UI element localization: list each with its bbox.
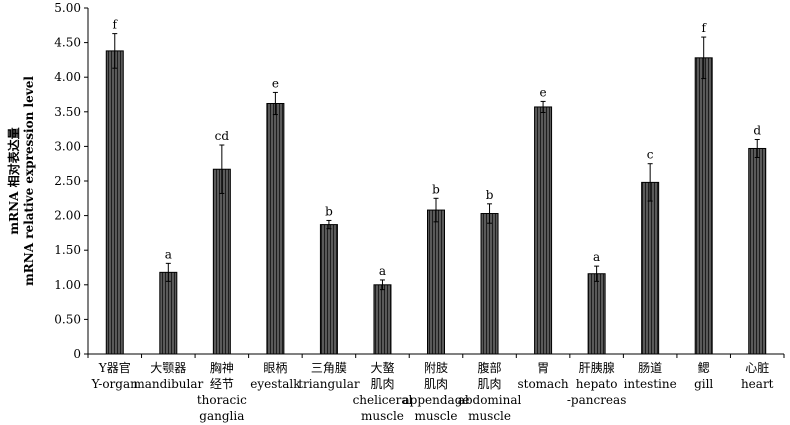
x-category-label: 大颚器 mandibular xyxy=(133,361,203,391)
significance-label: a xyxy=(379,264,386,278)
x-axis xyxy=(87,353,785,358)
x-category-label-line: 经节 xyxy=(210,377,234,391)
x-category-label: 肠道 intestine xyxy=(624,361,677,391)
x-category-label-line: ganglia xyxy=(199,409,244,423)
bar xyxy=(159,271,178,355)
x-category-label-line: stomach xyxy=(517,377,568,391)
y-tick-label: 4.50 xyxy=(54,36,81,50)
y-tick-label: 1.00 xyxy=(54,278,81,292)
x-category-label: 三角膜 triangular xyxy=(298,361,360,391)
x-category-label-line: triangular xyxy=(298,377,360,391)
x-category-label-line: Y器官 xyxy=(98,360,131,375)
x-category-label-line: 心脏 xyxy=(745,360,769,375)
x-category-label-line: 附肢 xyxy=(424,360,448,375)
bar xyxy=(748,147,767,355)
bar xyxy=(105,50,124,355)
significance-label: d xyxy=(753,123,761,137)
bar xyxy=(534,106,553,355)
x-category-label-line: mandibular xyxy=(133,377,203,391)
x-category-label: Y器官 Y-organ xyxy=(91,360,138,391)
x-category-label-line: intestine xyxy=(624,377,677,391)
y-tick-label: 4.00 xyxy=(54,70,81,84)
x-category-label-line: Y-organ xyxy=(91,377,138,391)
bar xyxy=(641,181,660,355)
significance-label: b xyxy=(325,204,333,218)
x-category-label-line: 肌肉 xyxy=(478,377,502,391)
x-category-label-line: muscle xyxy=(415,409,458,423)
significance-label: b xyxy=(432,182,440,196)
x-category-label-line: 眼柄 xyxy=(263,361,287,375)
x-category-label: 大螯肌肉 cheliceral muscle xyxy=(353,360,413,423)
x-category-label-line: muscle xyxy=(361,409,404,423)
x-category-label-line: muscle xyxy=(468,409,511,423)
y-tick-label: 5.00 xyxy=(54,1,81,15)
category-labels: Y器官 Y-organ 大颚器 mandibular 胸神经节 thoracic gangl… xyxy=(91,360,774,423)
x-category-label: 腹部肌肉 abdominal muscle xyxy=(458,360,522,423)
x-category-label-line: 胃 xyxy=(537,361,549,375)
significance-label: cd xyxy=(215,129,230,143)
y-tick-label: 1.50 xyxy=(54,243,81,257)
y-axis: 0 0.50 1.00 1.50 2.00 2.50 3.00 3.50 4.00 4.50 5.0… xyxy=(54,1,89,361)
y-tick-label: 0 xyxy=(73,347,81,361)
bar xyxy=(266,102,285,355)
y-tick-label: 0.50 xyxy=(54,312,81,326)
significance-label: f xyxy=(113,18,119,32)
x-category-label: 心脏 heart xyxy=(741,360,774,391)
x-category-label-line: hepato xyxy=(576,377,618,391)
significance-label: b xyxy=(486,188,494,202)
x-category-label-line: eyestalk xyxy=(250,377,301,391)
x-category-label: 胃 stomach xyxy=(517,361,568,391)
y-tick-label: 2.00 xyxy=(54,209,81,223)
bar xyxy=(212,168,231,355)
significance-label: c xyxy=(647,148,654,162)
x-category-label-line: gill xyxy=(694,377,713,391)
significance-label: e xyxy=(272,76,279,90)
x-category-label-line: cheliceral xyxy=(353,393,413,407)
y-axis-title: mRNA 相对表达量 mRNA relative expression level xyxy=(6,76,36,286)
bar xyxy=(427,209,445,355)
y-tick-label: 3.50 xyxy=(54,105,81,119)
x-category-label-line: 三角膜 xyxy=(311,361,347,375)
x-category-label-line: -pancreas xyxy=(567,393,627,407)
bar xyxy=(319,224,338,355)
x-category-label-line: 肌肉 xyxy=(370,377,394,391)
x-category-label: 附肢肌肉 appendage muscle xyxy=(403,360,470,423)
x-category-label: 肝胰腺 hepato -pancreas xyxy=(567,361,627,407)
significance-label: e xyxy=(540,85,547,99)
y-tick-label: 2.50 xyxy=(54,174,81,188)
x-category-label: 鳃 gill xyxy=(694,361,713,391)
significance-label: a xyxy=(165,247,172,261)
x-category-label-line: 肠道 xyxy=(638,361,662,375)
significance-label: a xyxy=(593,250,600,264)
bar xyxy=(373,284,392,355)
x-category-label-line: thoracic xyxy=(197,393,247,407)
significance-label: f xyxy=(701,21,707,35)
y-tick-label: 3.00 xyxy=(54,139,81,153)
x-category-label-line: abdominal xyxy=(458,393,522,407)
x-category-label-line: 大颚器 xyxy=(150,361,186,375)
bar xyxy=(694,57,713,355)
x-category-label: 胸神经节 thoracic ganglia xyxy=(197,360,247,423)
x-category-label: 眼柄 eyestalk xyxy=(250,361,301,391)
bars: f a cd e b a b b e a c f d xyxy=(105,18,767,355)
x-category-label-line: 鳃 xyxy=(698,361,710,375)
bar xyxy=(587,273,606,355)
x-category-label-line: 肌肉 xyxy=(424,377,448,391)
x-category-label-line: 腹部 xyxy=(478,360,502,375)
x-category-label-line: 肝胰腺 xyxy=(579,361,615,375)
x-category-label-line: appendage xyxy=(403,393,470,407)
x-category-label-line: 大螯 xyxy=(370,360,394,375)
x-category-label-line: heart xyxy=(741,377,774,391)
x-category-label-line: 胸神 xyxy=(210,360,234,375)
y-axis-title-line: mRNA relative expression level xyxy=(22,76,36,286)
y-axis-title-line: mRNA 相对表达量 xyxy=(6,127,21,234)
bar xyxy=(480,213,499,355)
